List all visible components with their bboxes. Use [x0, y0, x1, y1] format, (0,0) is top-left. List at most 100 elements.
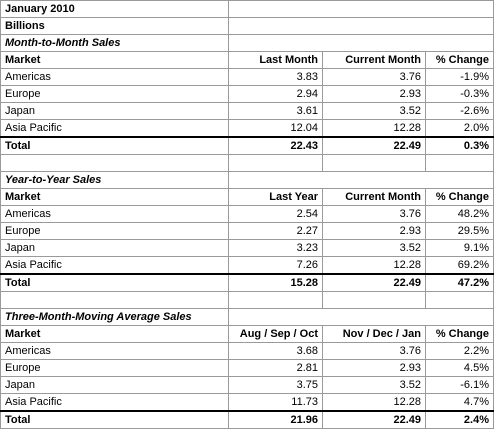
total-value: 21.96: [228, 410, 323, 429]
table-row: Americas 2.54 3.76 48.2%: [0, 205, 494, 223]
table-row: Market Last Month Current Month% Change: [0, 51, 494, 69]
value-cell: 69.2%: [425, 256, 494, 275]
value-cell: 11.73: [228, 393, 323, 412]
value-cell: -6.1%: [425, 376, 494, 394]
empty-cell: [0, 291, 229, 309]
table-row: Year-to-Year Sales: [0, 171, 494, 189]
value-cell: 3.52: [322, 102, 426, 120]
value-cell: 4.7%: [425, 393, 494, 412]
market-cell: Asia Pacific: [0, 393, 229, 412]
column-header: Last Year: [228, 188, 323, 206]
market-cell: Japan: [0, 376, 229, 394]
value-cell: 12.28: [322, 256, 426, 275]
column-header: Nov / Dec / Jan: [322, 325, 426, 343]
total-value: 22.49: [322, 273, 426, 292]
value-cell: 3.83: [228, 68, 323, 86]
total-value: 47.2%: [425, 273, 494, 292]
market-cell: Europe: [0, 222, 229, 240]
column-header: Current Month: [322, 188, 426, 206]
value-cell: 2.93: [322, 359, 426, 377]
total-value: 22.49: [322, 136, 426, 155]
table-row: Market Last Year Current Month% Change: [0, 188, 494, 206]
total-label: Total: [0, 410, 229, 429]
total-label: Total: [0, 273, 229, 292]
value-cell: -0.3%: [425, 85, 494, 103]
empty-cell: [228, 308, 494, 326]
section-title: Three-Month-Moving Average Sales: [0, 308, 229, 326]
table-row: Total 15.28 22.49 47.2%: [0, 273, 494, 292]
column-header: Market: [0, 325, 229, 343]
table-row: Asia Pacific 12.04 12.28 2.0%: [0, 119, 494, 138]
table-row: Three-Month-Moving Average Sales: [0, 308, 494, 326]
market-cell: Asia Pacific: [0, 256, 229, 275]
empty-cell: [425, 154, 494, 172]
value-cell: 3.61: [228, 102, 323, 120]
value-cell: 9.1%: [425, 239, 494, 257]
value-cell: 2.27: [228, 222, 323, 240]
table-row: Americas 3.68 3.76 2.2%: [0, 342, 494, 360]
section-title: Month-to-Month Sales: [0, 34, 229, 52]
total-value: 15.28: [228, 273, 323, 292]
value-cell: 2.54: [228, 205, 323, 223]
value-cell: 2.2%: [425, 342, 494, 360]
column-header: % Change: [425, 325, 494, 343]
table-row: Europe 2.27 2.93 29.5%: [0, 222, 494, 240]
empty-cell: [425, 291, 494, 309]
value-cell: 2.81: [228, 359, 323, 377]
table-row: Total 22.43 22.49 0.3%: [0, 136, 494, 155]
value-cell: 12.28: [322, 393, 426, 412]
total-value: 2.4%: [425, 410, 494, 429]
value-cell: 3.52: [322, 239, 426, 257]
table-row: Japan 3.61 3.52 -2.6%: [0, 102, 494, 120]
table-row: Japan 3.23 3.52 9.1%: [0, 239, 494, 257]
empty-cell: [322, 291, 426, 309]
value-cell: 3.76: [322, 342, 426, 360]
column-header: Last Month: [228, 51, 323, 69]
empty-cell: [228, 0, 494, 18]
empty-cell: [0, 154, 229, 172]
section-title: Year-to-Year Sales: [0, 171, 229, 189]
value-cell: -1.9%: [425, 68, 494, 86]
value-cell: 2.93: [322, 222, 426, 240]
value-cell: 3.76: [322, 68, 426, 86]
value-cell: 2.93: [322, 85, 426, 103]
column-header: % Change: [425, 188, 494, 206]
table-row: Asia Pacific 7.26 12.28 69.2%: [0, 256, 494, 275]
table-row: Month-to-Month Sales: [0, 34, 494, 52]
table-row: Europe 2.94 2.93 -0.3%: [0, 85, 494, 103]
table-row: Japan 3.75 3.52 -6.1%: [0, 376, 494, 394]
market-cell: Europe: [0, 359, 229, 377]
value-cell: 3.68: [228, 342, 323, 360]
table-row: [0, 291, 494, 309]
value-cell: 3.75: [228, 376, 323, 394]
empty-cell: [228, 291, 323, 309]
market-cell: Americas: [0, 342, 229, 360]
column-header: Market: [0, 188, 229, 206]
market-cell: Japan: [0, 239, 229, 257]
value-cell: 3.23: [228, 239, 323, 257]
table-row: Asia Pacific 11.73 12.28 4.7%: [0, 393, 494, 412]
market-cell: Europe: [0, 85, 229, 103]
value-cell: 48.2%: [425, 205, 494, 223]
sales-table: January 2010 Billions Month-to-Month Sales…: [0, 0, 494, 429]
value-cell: 2.0%: [425, 119, 494, 138]
total-value: 22.49: [322, 410, 426, 429]
value-cell: 3.76: [322, 205, 426, 223]
total-value: 22.43: [228, 136, 323, 155]
value-cell: 29.5%: [425, 222, 494, 240]
table-row: Total 21.96 22.49 2.4%: [0, 410, 494, 429]
table-row: Americas 3.83 3.76 -1.9%: [0, 68, 494, 86]
market-cell: Americas: [0, 68, 229, 86]
empty-cell: [228, 17, 494, 35]
value-cell: -2.6%: [425, 102, 494, 120]
value-cell: 3.52: [322, 376, 426, 394]
empty-cell: [228, 154, 323, 172]
column-header: Current Month: [322, 51, 426, 69]
market-cell: Asia Pacific: [0, 119, 229, 138]
empty-cell: [228, 34, 494, 52]
market-cell: Americas: [0, 205, 229, 223]
column-header: Market: [0, 51, 229, 69]
empty-cell: [228, 171, 494, 189]
table-row: Market Aug / Sep / Oct Nov / Dec / Jan% Ch…: [0, 325, 494, 343]
